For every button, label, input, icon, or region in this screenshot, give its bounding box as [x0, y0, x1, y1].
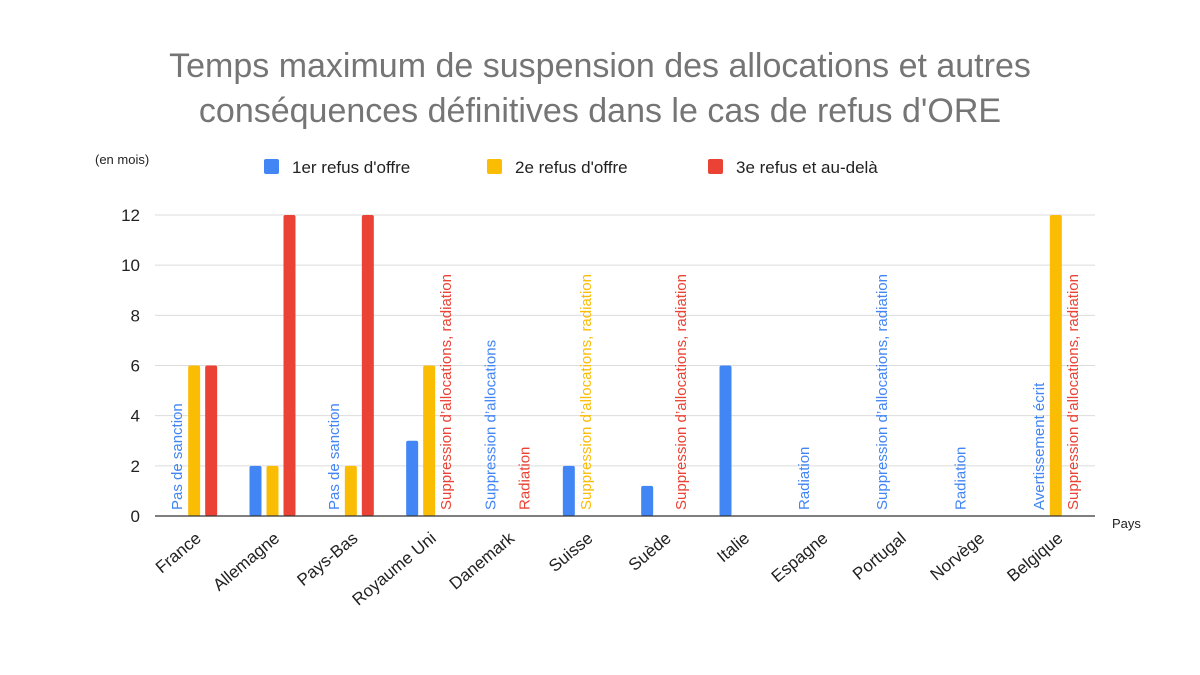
bar-allemagne-1er-refus-d-offre: [249, 465, 262, 516]
bar-italie-1er-refus-d-offre: [719, 365, 732, 516]
bar-suisse-1er-refus-d-offre: [562, 465, 575, 516]
bar-allemagne-2e-refus-d-offre: [266, 465, 279, 516]
x-tick-label-allemagne: Allemagne: [209, 529, 283, 595]
y-tick-label: 2: [131, 457, 140, 476]
x-tick-label-italie: Italie: [713, 529, 753, 567]
x-tick-label-portugal: Portugal: [849, 529, 910, 584]
gridlines: [155, 214, 1095, 467]
x-tick-label-suisse: Suisse: [545, 529, 596, 576]
x-axis-label: Pays: [1112, 516, 1141, 531]
annotation-pays-bas: Pas de sanction: [326, 403, 343, 510]
legend-label-1er-refus: 1er refus d'offre: [292, 158, 410, 177]
x-tick-label-royaume-uni: Royaume Uni: [349, 529, 440, 610]
annotation-royaume-uni: Suppression d’allocations, radiation: [438, 274, 455, 510]
annotation-france: Pas de sanction: [169, 403, 186, 510]
bar-belgique-2e-refus-d-offre: [1049, 215, 1062, 516]
legend-label-2e-refus: 2e refus d'offre: [515, 158, 628, 177]
annotation-danemark: Suppression d’allocations: [483, 340, 500, 510]
x-tick-label-belgique: Belgique: [1004, 529, 1067, 586]
annotation-suede: Suppression d’allocations, radiation: [673, 274, 690, 510]
legend-swatch-3e-refus: [708, 159, 723, 174]
x-tick-label-france: France: [152, 529, 205, 578]
annotation-danemark: Radiation: [517, 447, 534, 510]
bar-pays-bas-3e-refus-et-au-dela: [361, 215, 374, 516]
bar-royaume-uni-1er-refus-d-offre: [406, 440, 419, 516]
legend-label-3e-refus: 3e refus et au-delà: [736, 158, 878, 177]
x-tick-label-danemark: Danemark: [446, 528, 519, 593]
x-tick-label-suede: Suède: [625, 529, 675, 575]
y-tick-label: 4: [131, 407, 140, 426]
y-tick-label: 0: [131, 507, 140, 526]
y-axis-ticks: 0 2 4 6 8 10 12: [121, 206, 140, 526]
x-tick-label-pays-bas: Pays-Bas: [293, 529, 361, 590]
y-tick-label: 8: [131, 306, 140, 325]
annotation-belgique: Suppression d’allocations, radiation: [1065, 274, 1082, 510]
legend: 1er refus d'offre 2e refus d'offre 3e re…: [264, 158, 878, 177]
bar-france-2e-refus-d-offre: [188, 365, 201, 516]
y-axis-label: (en mois): [95, 152, 149, 167]
annotation-portugal: Suppression d’allocations, radiation: [874, 274, 891, 510]
bar-suede-1er-refus-d-offre: [641, 485, 654, 516]
chart-title-line-2: conséquences définitives dans le cas de …: [199, 92, 1001, 130]
bar-france-3e-refus-et-au-dela: [205, 365, 218, 516]
bar-allemagne-3e-refus-et-au-dela: [283, 215, 296, 516]
annotation-norvege: Radiation: [953, 447, 970, 510]
y-tick-label: 6: [131, 357, 140, 376]
y-tick-label: 10: [121, 256, 140, 275]
annotation-suisse: Suppression d’allocations, radiation: [578, 274, 595, 510]
annotations: Pas de sanction Pas de sanction Suppressio…: [169, 274, 1082, 510]
legend-swatch-1er-refus: [264, 159, 279, 174]
x-tick-label-norvege: Norvège: [927, 529, 988, 585]
bar-pays-bas-2e-refus-d-offre: [344, 465, 357, 516]
annotation-belgique: Avertissement écrit: [1031, 382, 1048, 510]
x-tick-label-espagne: Espagne: [768, 529, 832, 587]
chart-title-line-1: Temps maximum de suspension des allocati…: [169, 47, 1031, 85]
bar-royaume-uni-2e-refus-d-offre: [423, 365, 436, 516]
bars: [188, 215, 1062, 516]
annotation-espagne: Radiation: [796, 447, 813, 510]
y-tick-label: 12: [121, 206, 140, 225]
legend-swatch-2e-refus: [487, 159, 502, 174]
